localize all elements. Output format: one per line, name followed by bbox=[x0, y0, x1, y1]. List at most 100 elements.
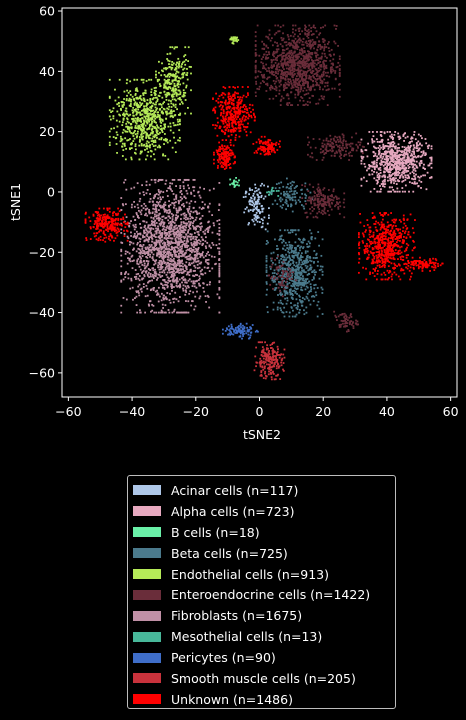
scatter-point bbox=[289, 259, 292, 262]
scatter-point bbox=[287, 194, 290, 197]
scatter-point bbox=[414, 155, 417, 158]
scatter-point bbox=[277, 63, 280, 66]
scatter-point bbox=[411, 177, 413, 180]
scatter-point bbox=[298, 56, 300, 58]
scatter-point bbox=[285, 277, 288, 280]
scatter-point bbox=[184, 112, 187, 115]
scatter-point bbox=[299, 69, 302, 72]
scatter-point bbox=[298, 294, 300, 297]
scatter-point bbox=[398, 135, 401, 138]
scatter-point bbox=[395, 177, 397, 180]
scatter-point bbox=[173, 310, 175, 313]
scatter-point bbox=[176, 264, 179, 266]
scatter-point bbox=[267, 37, 270, 40]
scatter-point bbox=[151, 131, 154, 134]
scatter-point bbox=[274, 263, 277, 266]
scatter-point bbox=[140, 132, 143, 135]
scatter-point bbox=[154, 194, 157, 196]
scatter-point bbox=[175, 298, 178, 301]
scatter-point bbox=[161, 62, 163, 65]
scatter-point bbox=[424, 138, 427, 140]
scatter-point bbox=[351, 147, 354, 150]
scatter-point bbox=[394, 152, 397, 154]
scatter-point bbox=[280, 271, 283, 274]
scatter-point bbox=[285, 63, 288, 65]
scatter-point bbox=[279, 104, 282, 106]
scatter-point bbox=[193, 227, 195, 230]
scatter-point bbox=[117, 96, 120, 99]
scatter-point bbox=[257, 198, 260, 201]
scatter-point bbox=[330, 48, 333, 51]
scatter-point bbox=[305, 54, 308, 57]
scatter-point bbox=[316, 203, 319, 206]
scatter-point bbox=[290, 293, 293, 296]
scatter-point bbox=[140, 257, 143, 260]
scatter-point bbox=[371, 173, 374, 176]
scatter-point bbox=[169, 203, 172, 206]
scatter-point bbox=[283, 60, 286, 62]
scatter-point bbox=[142, 132, 145, 135]
scatter-point bbox=[161, 118, 164, 121]
scatter-point bbox=[291, 53, 294, 55]
scatter-point bbox=[294, 274, 297, 276]
scatter-point bbox=[308, 50, 310, 53]
scatter-point bbox=[150, 107, 153, 109]
scatter-point bbox=[166, 58, 169, 60]
scatter-point bbox=[136, 182, 139, 185]
scatter-point bbox=[305, 40, 308, 43]
scatter-point bbox=[145, 234, 148, 236]
scatter-point bbox=[167, 78, 169, 81]
scatter-point bbox=[289, 66, 291, 69]
scatter-point bbox=[294, 265, 297, 268]
scatter-point bbox=[300, 263, 303, 266]
scatter-point bbox=[306, 273, 309, 276]
scatter-point bbox=[185, 268, 188, 271]
scatter-point bbox=[171, 248, 174, 251]
scatter-point bbox=[388, 190, 391, 193]
scatter-point bbox=[171, 98, 174, 101]
scatter-point bbox=[422, 150, 425, 153]
scatter-point bbox=[418, 176, 421, 179]
scatter-point bbox=[321, 273, 324, 276]
scatter-point bbox=[144, 110, 147, 113]
scatter-point bbox=[175, 94, 178, 97]
scatter-point bbox=[163, 279, 166, 281]
scatter-point bbox=[335, 150, 338, 153]
scatter-point bbox=[278, 89, 281, 92]
scatter-point bbox=[401, 165, 404, 168]
scatter-point bbox=[334, 195, 337, 198]
scatter-point bbox=[309, 208, 311, 210]
scatter-point bbox=[320, 95, 323, 97]
scatter-point bbox=[132, 215, 135, 218]
scatter-point bbox=[254, 69, 257, 72]
scatter-point bbox=[172, 272, 174, 275]
scatter-point bbox=[402, 170, 405, 173]
scatter-point bbox=[340, 323, 343, 326]
scatter-point bbox=[383, 180, 386, 183]
scatter-point bbox=[294, 276, 297, 279]
scatter-point bbox=[174, 151, 177, 154]
scatter-point bbox=[194, 280, 197, 283]
scatter-point bbox=[293, 60, 296, 63]
scatter-point bbox=[201, 201, 204, 203]
scatter-point bbox=[156, 252, 159, 255]
scatter-point bbox=[285, 48, 288, 50]
scatter-point bbox=[328, 50, 331, 52]
scatter-point bbox=[286, 247, 289, 250]
scatter-point bbox=[166, 141, 169, 144]
scatter-point bbox=[315, 252, 318, 255]
scatter-point bbox=[135, 304, 138, 306]
scatter-point bbox=[131, 109, 134, 112]
scatter-point bbox=[175, 224, 178, 227]
scatter-point bbox=[153, 208, 156, 211]
scatter-point bbox=[173, 136, 175, 139]
scatter-point bbox=[285, 264, 288, 267]
scatter-point bbox=[122, 113, 124, 116]
scatter-point bbox=[300, 277, 303, 280]
scatter-point bbox=[378, 152, 381, 155]
scatter-point bbox=[235, 36, 238, 39]
scatter-point bbox=[126, 89, 129, 92]
scatter-point bbox=[304, 200, 307, 203]
scatter-point bbox=[185, 201, 188, 204]
scatter-point bbox=[189, 269, 192, 272]
